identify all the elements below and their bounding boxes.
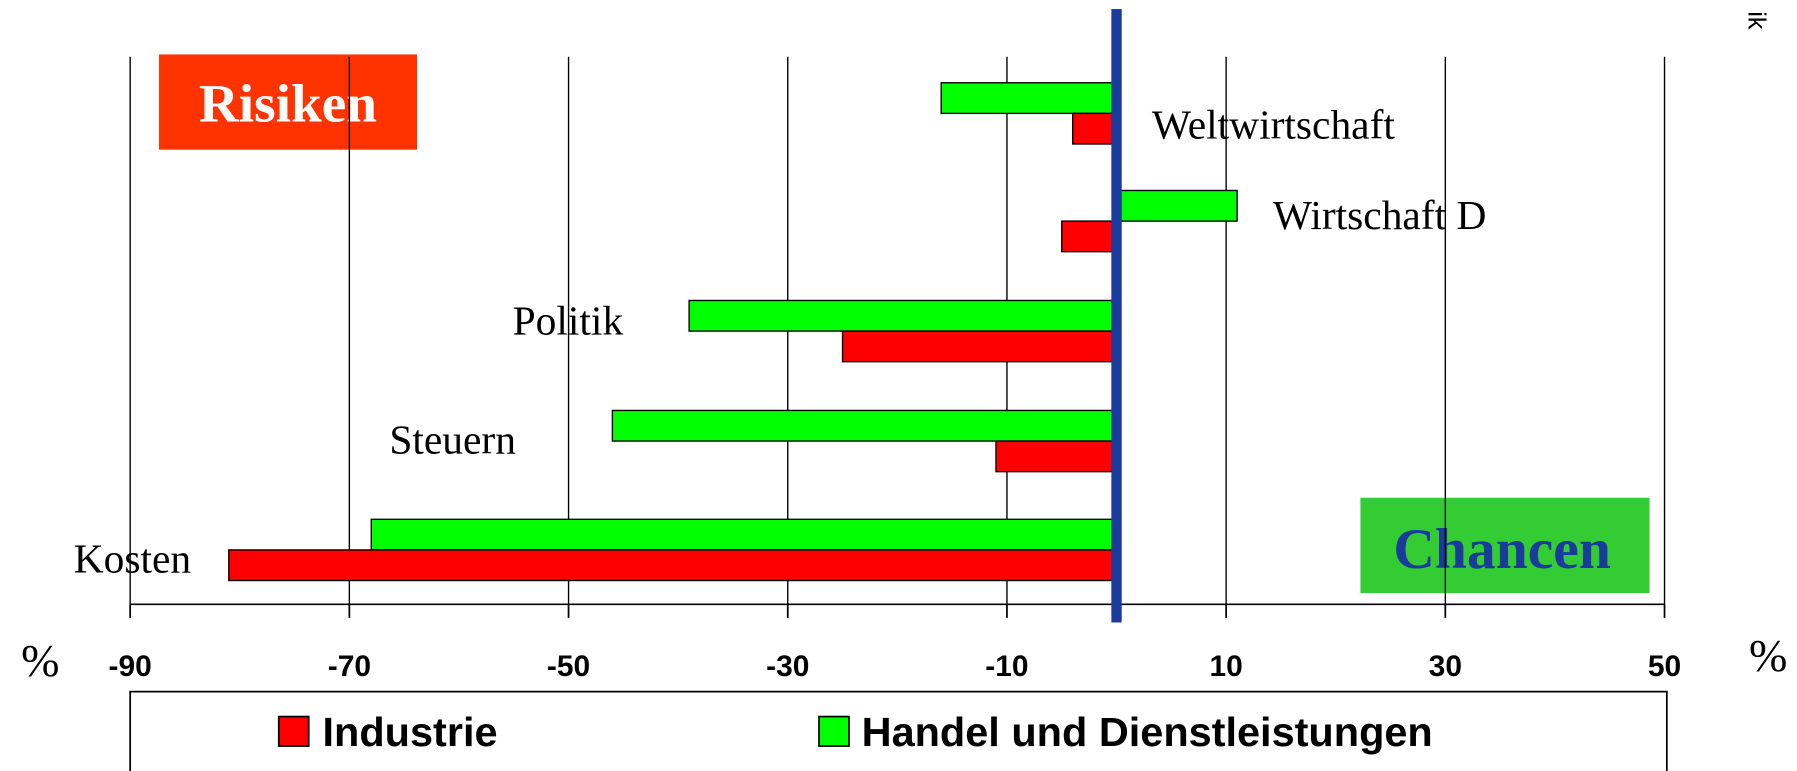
risiken-box bbox=[158, 54, 417, 150]
legend-label: Handel und Dienstleistungen bbox=[862, 709, 1433, 755]
x-tick-label: 50 bbox=[1648, 650, 1681, 683]
category-label: Wirtschaft D bbox=[1273, 192, 1487, 238]
legend-swatch bbox=[277, 715, 310, 747]
x-tick-label: -90 bbox=[109, 650, 152, 683]
chancen-box bbox=[1360, 497, 1650, 593]
bar bbox=[995, 440, 1118, 473]
x-tick-label: -70 bbox=[328, 650, 371, 683]
legend-swatch bbox=[818, 715, 850, 747]
legend-label: Industrie bbox=[323, 709, 498, 755]
bar bbox=[1061, 220, 1118, 253]
unit-left: % bbox=[21, 635, 59, 686]
category-label: Steuern bbox=[389, 417, 516, 463]
bar bbox=[1115, 189, 1238, 222]
category-label: Kosten bbox=[74, 536, 191, 582]
bar bbox=[228, 549, 1118, 582]
zero-line bbox=[1111, 9, 1122, 623]
category-label: Weltwirtschaft bbox=[1152, 102, 1396, 148]
chancen-label: Chancen bbox=[1393, 518, 1611, 580]
x-tick-label: -30 bbox=[766, 650, 809, 683]
edge-text: ik bbox=[1743, 11, 1771, 29]
bar bbox=[370, 518, 1118, 551]
unit-right: % bbox=[1749, 631, 1787, 682]
x-tick-label: 30 bbox=[1429, 650, 1462, 683]
bar bbox=[688, 299, 1118, 332]
x-tick-label: 10 bbox=[1209, 650, 1242, 683]
bar bbox=[1072, 112, 1118, 145]
legend-box bbox=[129, 690, 1668, 771]
bar bbox=[611, 409, 1118, 442]
x-tick-label: -10 bbox=[985, 650, 1028, 683]
bar bbox=[940, 82, 1118, 115]
category-label: Politik bbox=[513, 298, 624, 344]
bar bbox=[841, 330, 1118, 363]
x-tick-label: -50 bbox=[547, 650, 590, 683]
risiken-label: Risiken bbox=[199, 73, 377, 134]
